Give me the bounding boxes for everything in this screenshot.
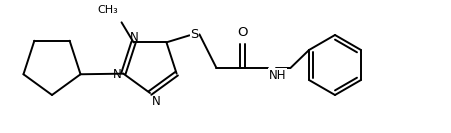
Text: CH₃: CH₃ [97,5,118,15]
Text: O: O [237,26,247,39]
Text: NH: NH [268,69,285,82]
Text: N: N [130,31,138,44]
Text: S: S [190,28,198,41]
Text: N: N [112,68,121,81]
Text: N: N [152,95,161,108]
